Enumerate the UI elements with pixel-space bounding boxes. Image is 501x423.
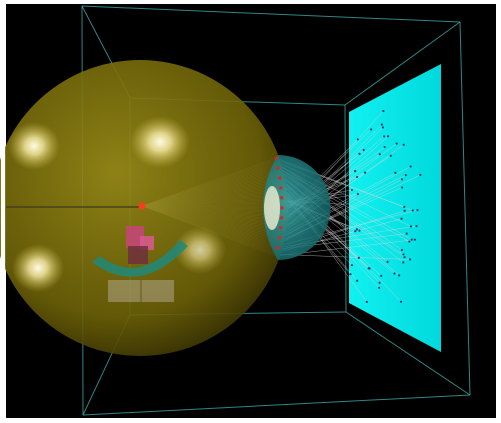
detector-arc [92,240,188,277]
screen-hit-dot [403,256,406,259]
screen-hit-dot [378,153,381,156]
sphere-highlight [8,122,60,170]
sphere-highlight [130,116,190,168]
inner-assembly [92,226,188,302]
screen-hit-dot [400,178,404,181]
lens-hit-marker [280,216,284,220]
lens-hit-marker [280,206,284,210]
screen-hit-dot [403,209,406,212]
screen-hit-dots [342,109,422,303]
screen-hit-dot [386,260,389,263]
screen-hit-dot [362,148,365,152]
screen-hit-dot [383,135,386,138]
sphere-highlight [174,226,226,274]
screen-hit-dot [358,152,361,155]
screen-hit-dot [365,300,368,303]
screen-hit-dot [409,165,412,168]
screen-hit-dot [408,258,412,261]
screen-hit-dot [415,225,418,228]
sphere-highlight [12,244,64,292]
screen-hit-dot [380,123,383,126]
support-cylinder [142,280,174,302]
screen-hit-dot [358,229,361,232]
lens-hemisphere[interactable] [263,155,331,260]
screen-hit-dot [416,208,419,212]
detector-screen[interactable] [349,64,441,352]
screen-hit-dot [356,279,359,282]
screen-hit-dot [405,232,408,235]
screen-hit-dot [402,261,405,264]
lens-hit-marker [279,226,283,230]
screen-hit-dot [400,248,403,252]
sample-block [126,226,144,248]
lens-hit-marker [276,166,280,170]
screen-hit-dot [402,253,405,256]
sample-block [128,246,148,264]
screen-hit-dot [393,272,396,275]
screen-hit-dot [378,286,381,289]
screen-hit-dot [413,238,416,241]
screen-hit-dot [350,188,354,192]
screen-hit-dot [356,193,360,196]
lens-hit-marker [277,236,281,240]
screen-hit-dot [363,171,367,174]
screen-hit-dot [400,217,403,220]
screen-hit-dot [381,126,385,129]
screen-hit-dot [350,263,354,267]
ray-source[interactable] [138,202,146,210]
screen-hit-dot [367,267,370,270]
screen-hit-dot [409,225,413,228]
screen-hit-dot [342,192,345,195]
screen-hit-dot [411,209,414,212]
screen-hit-dot [355,175,359,179]
screen-hit-dot [354,230,357,233]
lens-hit-marker [278,176,282,180]
screen-hit-dot [382,109,385,113]
lens-hit-markers [274,156,284,250]
screen-hit-dot [380,274,383,277]
lens-hit-marker [276,246,280,250]
screen-hit-dot [399,300,403,303]
screen-hit-dot [400,186,404,189]
screen-hit-dot [410,238,413,241]
screen-hit-dot [383,145,386,149]
screen-hit-dot [370,128,373,131]
screen-hit-dot [356,138,359,141]
lens-hit-marker [279,186,283,190]
screen-hit-dot [357,256,360,259]
screen-hit-dot [394,171,397,175]
support-cylinder [108,280,140,302]
screen-hit-dot [389,154,392,157]
screen-hit-dot [419,173,422,176]
screen-hit-dot [403,205,406,208]
screen-hit-dot [395,142,398,145]
screen-hit-dot [386,135,390,138]
screen-hit-dot [402,143,405,146]
lens-hit-marker [274,156,278,160]
screen-hit-dot [398,274,401,277]
screen-hit-dot [354,170,357,173]
screen-hit-dot [408,240,411,243]
lens-highlight [264,186,280,230]
screen-hit-dot [349,273,352,276]
screen-hit-dot [344,203,347,206]
screen-hit-dot [378,281,381,284]
screen-hit-dot [404,173,407,177]
screen-hit-dot [355,228,358,231]
lens-hit-marker [280,196,284,200]
